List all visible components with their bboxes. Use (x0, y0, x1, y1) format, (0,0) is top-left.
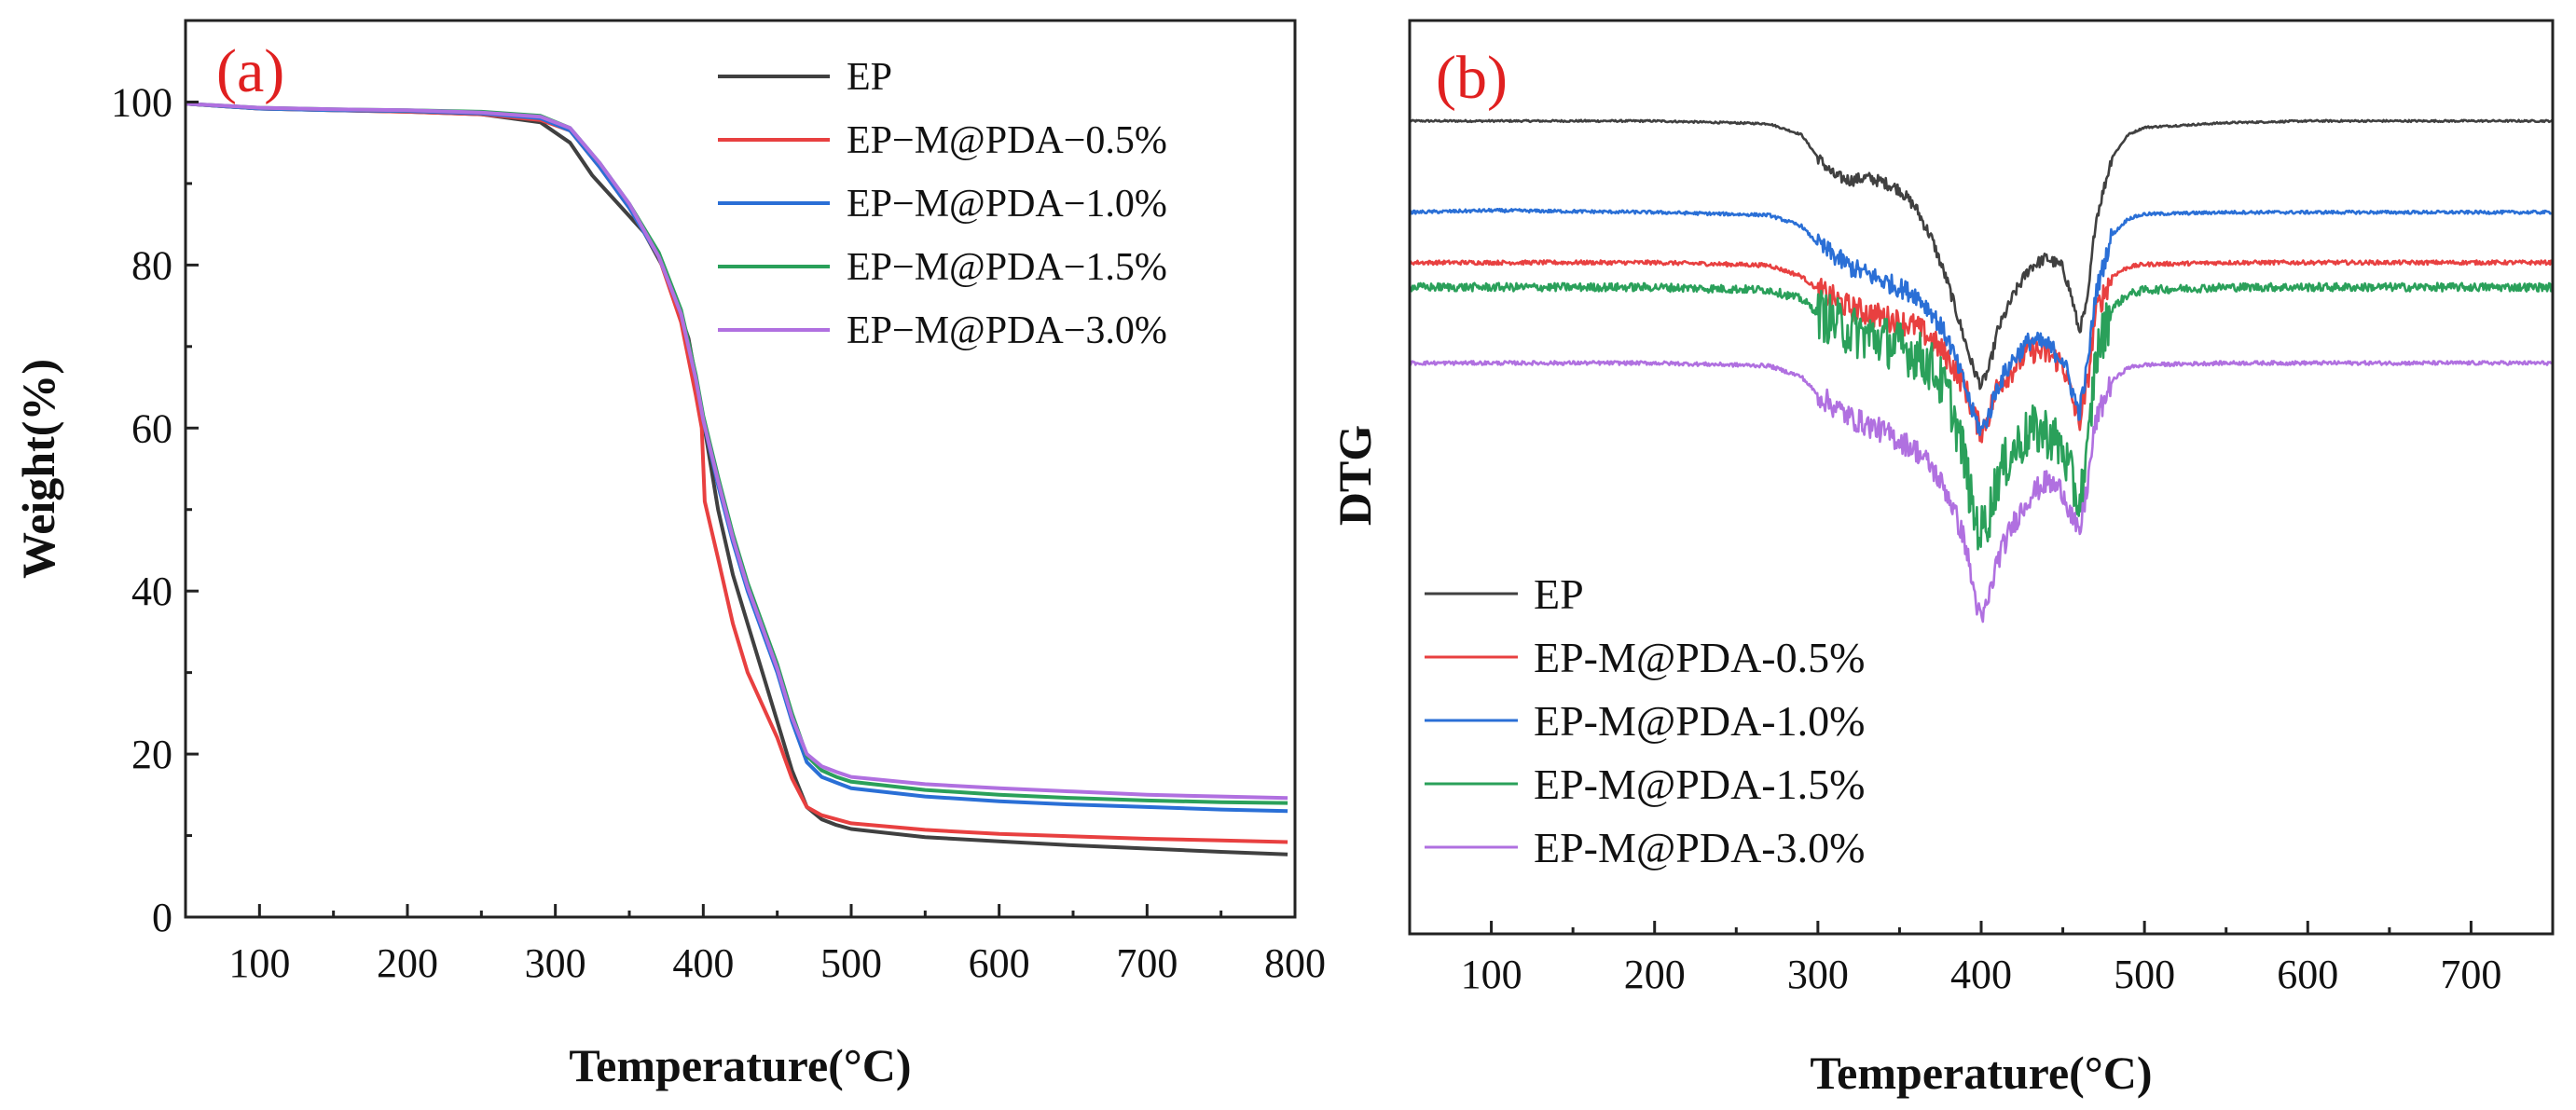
dtg-x-tick-label: 600 (2277, 952, 2338, 997)
dtg-x-tick-label: 500 (2114, 952, 2175, 997)
tga-x-tick-label: 100 (228, 940, 290, 986)
dtg-legend-label-1: EP-M@PDA-0.5% (1534, 634, 1865, 681)
tga-x-tick-label: 800 (1264, 940, 1326, 986)
dtg-series-line-0 (1409, 118, 2554, 391)
tga-panel: 100 200 300 400 500 600 700 800 0 20 40 60 80 100 (a… (12, 19, 1326, 1091)
tga-x-tick-label: 400 (672, 940, 734, 986)
dtg-legend: EP EP-M@PDA-0.5% EP-M@PDA-1.0% EP-M@PDA-1.5… (1425, 570, 1865, 871)
tga-x-tick-label: 600 (969, 940, 1030, 986)
dtg-legend-label-4: EP-M@PDA-3.0% (1534, 824, 1865, 871)
tga-x-tick-label: 700 (1116, 940, 1178, 986)
dtg-series-line-4 (1408, 360, 2553, 624)
dtg-x-axis: 100 200 300 400 500 600 700 (1408, 921, 2555, 997)
tga-legend-label-3: EP−M@PDA−1.5% (847, 246, 1167, 289)
dtg-legend-label-2: EP-M@PDA-1.0% (1534, 697, 1865, 745)
tga-y-tick-label: 0 (152, 895, 172, 940)
panel-b-label: (b) (1436, 44, 1508, 112)
dtg-y-axis-label: DTG (1329, 425, 1381, 526)
dtg-series-group (1408, 118, 2554, 624)
tga-y-tick-label: 80 (131, 242, 172, 288)
dtg-x-tick-label: 200 (1624, 952, 1686, 997)
tga-x-axis: 100 200 300 400 500 600 700 800 (184, 904, 1326, 986)
dtg-x-axis-label: Temperature(°C) (1810, 1047, 2152, 1099)
tga-x-tick-label: 200 (377, 940, 438, 986)
dtg-series-line-2 (1408, 208, 2553, 437)
tga-legend-label-2: EP−M@PDA−1.0% (847, 183, 1167, 226)
tga-x-tick-label: 300 (525, 940, 586, 986)
tga-legend-label-0: EP (847, 56, 892, 99)
panel-a-label: (a) (216, 37, 284, 105)
tga-x-tick-label: 500 (820, 940, 882, 986)
dtg-legend-label-3: EP-M@PDA-1.5% (1534, 761, 1865, 808)
tga-series-line-4 (185, 102, 1288, 801)
tga-y-tick-label: 60 (131, 405, 172, 451)
tga-plot-frame (184, 19, 1297, 919)
tga-y-tick-label: 40 (131, 569, 172, 614)
dtg-series-line-3 (1408, 281, 2554, 551)
tga-y-tick-label: 20 (131, 732, 172, 777)
dtg-legend-label-0: EP (1534, 570, 1584, 618)
tga-y-tick-label: 100 (111, 79, 172, 125)
tga-legend: EP EP−M@PDA−0.5% EP−M@PDA−1.0% EP−M@PDA−1.5… (718, 56, 1167, 352)
tga-y-axis: 0 20 40 60 80 100 (111, 19, 199, 940)
dtg-x-tick-label: 300 (1787, 952, 1849, 997)
tga-series-group (185, 102, 1288, 856)
dtg-x-tick-label: 100 (1461, 952, 1522, 997)
tga-y-axis-label: Weight(%) (12, 359, 64, 579)
tga-legend-label-4: EP−M@PDA−3.0% (847, 309, 1167, 352)
tga-legend-label-1: EP−M@PDA−0.5% (847, 119, 1167, 162)
dtg-panel: 100 200 300 400 500 600 700 (b) Temperature(°C… (1329, 19, 2555, 1099)
dtg-x-tick-label: 400 (1950, 952, 2012, 997)
dtg-x-tick-label: 700 (2440, 952, 2501, 997)
tga-x-axis-label: Temperature(°C) (569, 1039, 911, 1091)
